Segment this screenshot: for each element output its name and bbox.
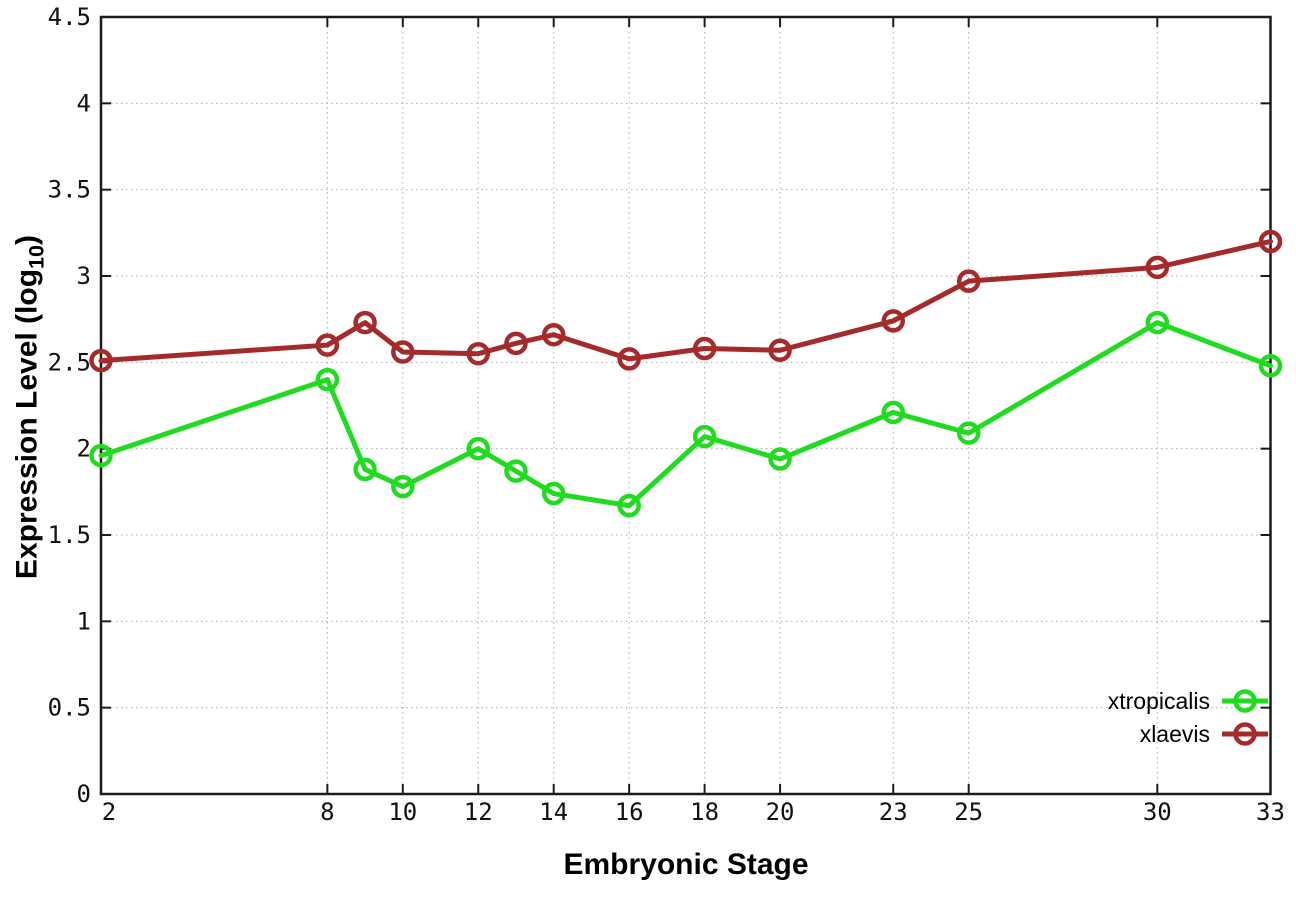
x-tick-label: 30	[1143, 798, 1172, 826]
data-point-xtropicalis	[1258, 354, 1283, 378]
series-line-xlaevis	[98, 238, 1273, 364]
data-point-xlaevis	[541, 322, 566, 347]
y-tick-label: 1.5	[48, 521, 91, 549]
data-point-xlaevis	[1145, 255, 1170, 280]
x-tick-label: 23	[879, 798, 908, 826]
data-point-xlaevis	[881, 309, 905, 333]
data-point-xlaevis	[89, 348, 113, 373]
data-point-xtropicalis	[692, 424, 717, 449]
data-point-xlaevis	[692, 336, 717, 361]
data-point-xtropicalis	[1145, 310, 1170, 335]
y-tick-label: 1	[77, 607, 91, 635]
data-point-xlaevis	[466, 341, 491, 366]
x-tick-label: 2	[102, 798, 116, 826]
x-tick-label: 10	[388, 798, 417, 826]
y-tick-label: 0	[77, 780, 91, 808]
data-point-xlaevis	[1258, 229, 1283, 254]
legend-label-xtropicalis: xtropicalis	[1108, 688, 1210, 714]
x-tick-label: 25	[954, 798, 983, 826]
data-point-xlaevis	[353, 310, 377, 335]
x-tick-label: 33	[1256, 798, 1285, 826]
data-point-xtropicalis	[956, 421, 981, 445]
data-point-xtropicalis	[617, 493, 641, 518]
data-point-xtropicalis	[353, 457, 377, 482]
legend-marker-xtropicalis	[1233, 689, 1257, 713]
legend-label-xlaevis: xlaevis	[1140, 721, 1210, 747]
data-point-xlaevis	[315, 333, 340, 357]
y-axis-title-subscript: 10	[23, 244, 49, 269]
data-point-xlaevis	[617, 347, 641, 371]
data-point-xtropicalis	[315, 367, 340, 392]
data-point-xtropicalis	[89, 443, 113, 468]
y-tick-label: 2	[77, 435, 91, 463]
data-point-xtropicalis	[504, 459, 528, 483]
data-point-xtropicalis	[466, 436, 491, 461]
series-line-xtropicalis	[98, 320, 1273, 509]
data-point-xtropicalis	[768, 447, 792, 471]
data-point-xlaevis	[768, 338, 792, 362]
x-tick-label: 12	[464, 798, 493, 826]
data-point-xtropicalis	[881, 400, 905, 425]
y-tick-label: 0.5	[48, 694, 91, 722]
data-point-xlaevis	[956, 269, 981, 293]
y-axis-title-close: )	[10, 234, 44, 245]
data-point-xlaevis	[391, 340, 415, 364]
x-tick-label: 18	[690, 798, 719, 826]
x-tick-label: 14	[539, 798, 568, 826]
y-tick-label: 2.5	[48, 348, 91, 376]
data-point-xlaevis	[504, 331, 528, 356]
y-tick-label: 3.5	[48, 176, 91, 204]
data-point-xtropicalis	[391, 474, 415, 499]
y-tick-label: 4	[77, 89, 91, 117]
y-tick-label: 4.5	[48, 3, 91, 31]
plot-border	[99, 15, 1272, 796]
x-tick-label: 16	[615, 798, 644, 826]
legend-marker-xlaevis	[1233, 722, 1257, 746]
x-tick-label: 8	[320, 798, 334, 826]
y-axis-title: Expression Level (log10)	[11, 235, 50, 579]
data-point-xtropicalis	[541, 481, 566, 506]
y-axis-title-text: Expression Level (log	[10, 268, 44, 580]
x-axis-title: Embryonic Stage	[563, 848, 809, 881]
y-tick-label: 3	[77, 262, 91, 290]
x-tick-label: 20	[766, 798, 795, 826]
